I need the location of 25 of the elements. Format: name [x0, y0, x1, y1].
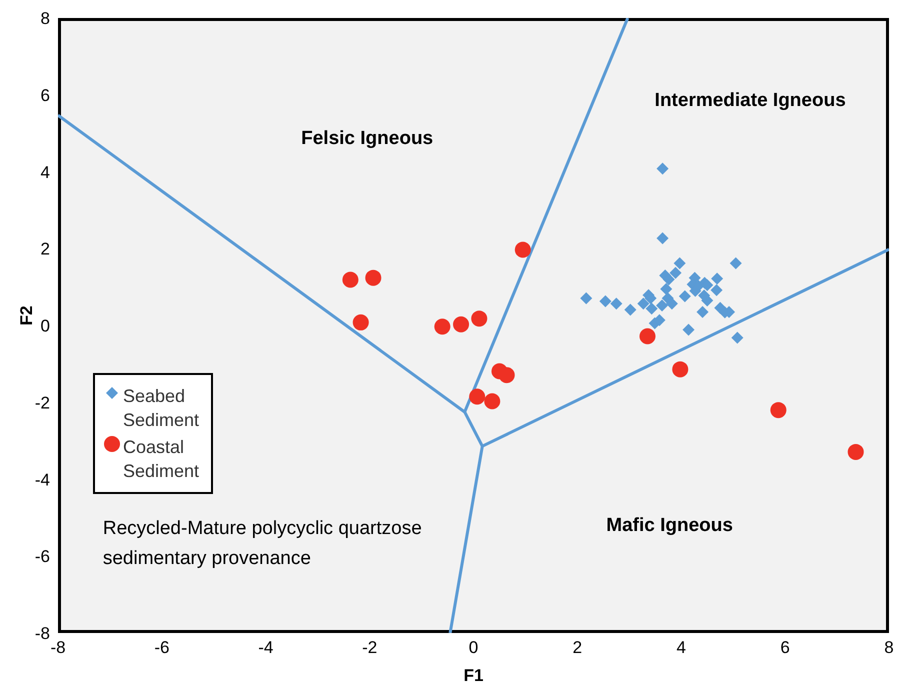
y-tick-label: -6	[34, 547, 50, 566]
x-tick-label: 2	[572, 638, 582, 658]
x-axis-title: F1	[464, 666, 484, 685]
y-tick-label: 2	[40, 240, 50, 259]
x-tick-label: 8	[884, 638, 894, 658]
x-tick-label: -4	[258, 638, 274, 658]
annotation: Mafic Igneous	[606, 514, 733, 538]
x-tick-label: 4	[676, 638, 686, 658]
y-tick-label: -8	[34, 624, 50, 644]
y-tick-label: 8	[40, 9, 50, 28]
x-tick-label: -2	[362, 638, 378, 658]
annotation: Intermediate Igneous	[654, 89, 846, 114]
y-tick-label: -2	[34, 393, 50, 412]
x-tick-label: -6	[154, 638, 170, 658]
annotation: Felsic Igneous	[301, 126, 434, 151]
y-tick-label: -4	[34, 470, 50, 490]
x-tick-label: 0	[468, 638, 478, 658]
legend-label: Seabed Sediment	[123, 385, 200, 432]
y-tick-label: 0	[40, 316, 50, 336]
x-tick-label: 6	[780, 638, 790, 658]
y-tick-label: 4	[40, 162, 50, 182]
y-axis-title: F2	[17, 306, 36, 326]
legend-label: Coastal Sediment	[123, 436, 200, 483]
annotation: Recycled-Mature polycyclic quartzose sedimentary provenance	[102, 516, 422, 571]
y-tick-label: 6	[40, 86, 50, 105]
